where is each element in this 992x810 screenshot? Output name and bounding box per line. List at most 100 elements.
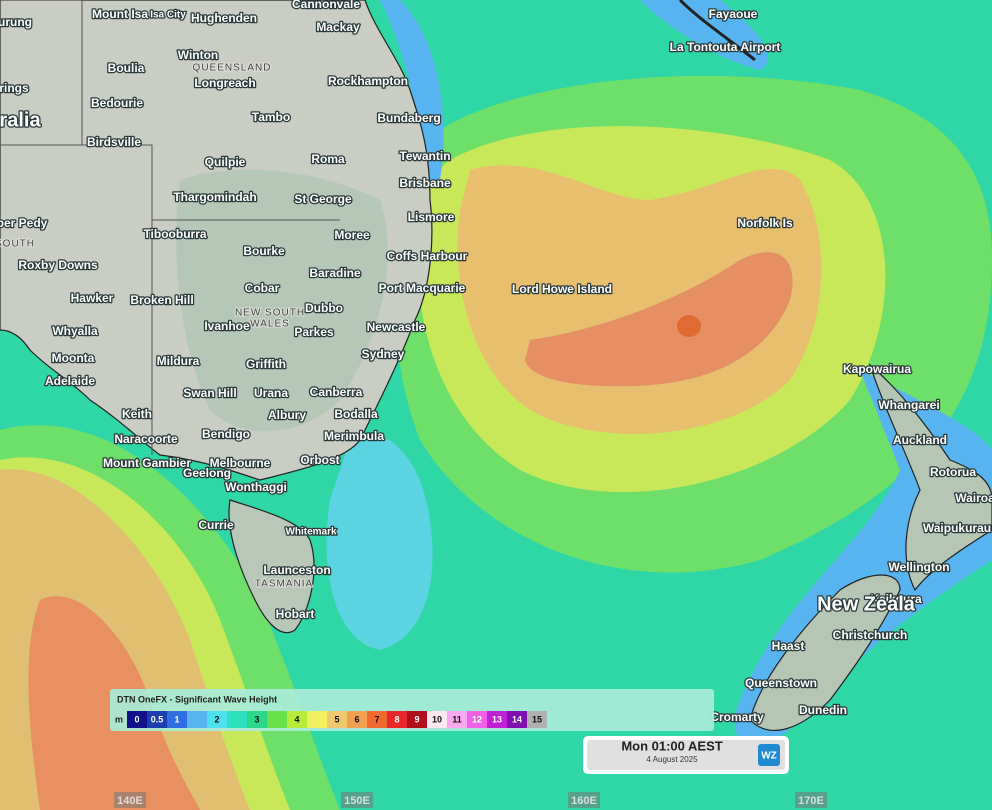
place-label: Mildura — [157, 354, 200, 368]
place-label: Orbost — [300, 453, 339, 467]
place-label: Ivanhoe — [204, 319, 250, 333]
place-label: St George — [294, 192, 352, 206]
place-label: La Tontouta Airport — [670, 40, 781, 54]
place-label: Rotorua — [930, 465, 976, 479]
legend-label: 13 — [492, 714, 502, 724]
logo: WZ — [761, 751, 777, 762]
place-label: Roma — [311, 152, 345, 166]
legend-swatch — [207, 711, 227, 728]
place-label: Hawker — [71, 291, 114, 305]
legend-label: 5 — [334, 714, 339, 724]
legend-label: 0.5 — [151, 714, 164, 724]
legend-swatch — [527, 711, 547, 728]
legend-swatch — [287, 711, 307, 728]
place-label: Cobar — [245, 281, 280, 295]
place-label: Coffs Harbour — [387, 249, 468, 263]
longitude-box — [114, 792, 146, 808]
place-label: Wairoa — [955, 491, 992, 505]
tasmania — [228, 499, 315, 634]
legend-label: 2 — [214, 714, 219, 724]
south-island — [749, 574, 901, 731]
legend-label: 8 — [394, 714, 399, 724]
legend-title: DTN OneFX - Significant Wave Height — [117, 694, 277, 704]
place-label: ber Pedy — [0, 216, 48, 230]
place-label: Dubbo — [305, 301, 343, 315]
time-box: Mon 01:00 AEST 4 August 2025 WZ — [583, 736, 789, 774]
longitude-label: 170E — [798, 795, 824, 807]
place-label: Bendigo — [202, 427, 250, 441]
time-inner — [587, 740, 785, 770]
place-label: Brisbane — [399, 176, 451, 190]
place-label: Wonthaggi — [225, 480, 287, 494]
legend-swatch — [227, 711, 247, 728]
place-label: QUEENSLAND — [193, 63, 272, 74]
longitude-label: 160E — [571, 795, 597, 807]
place-label: Hughenden — [191, 11, 257, 25]
place-label: urung — [0, 15, 32, 29]
place-label: Albury — [268, 408, 306, 422]
place-label: Sydney — [362, 347, 405, 361]
place-label: Whitemark — [285, 527, 337, 538]
place-label: Rockhampton — [328, 74, 408, 88]
legend-label: 6 — [354, 714, 359, 724]
time-date: 4 August 2025 — [646, 755, 698, 764]
legend-swatch — [127, 711, 147, 728]
legend-swatch — [407, 711, 427, 728]
place-label: Griffith — [246, 357, 286, 371]
place-label: Keith — [122, 407, 152, 421]
longitude-box — [568, 792, 600, 808]
legend-swatch — [447, 711, 467, 728]
place-label: Lismore — [408, 210, 455, 224]
place-label: Hobart — [276, 607, 315, 621]
place-label: Auckland — [893, 433, 947, 447]
legend-swatch — [267, 711, 287, 728]
legend: DTN OneFX - Significant Wave Height m 0 0… — [110, 689, 714, 731]
place-label: Boulia — [108, 61, 145, 75]
legend-swatch — [467, 711, 487, 728]
legend-label: 1 — [174, 714, 179, 724]
place-label: Newcastle — [367, 320, 426, 334]
place-label: Moree — [334, 228, 370, 242]
place-label: Cromarty — [710, 710, 764, 724]
place-label: Roxby Downs — [18, 258, 98, 272]
place-label: Baradine — [309, 266, 361, 280]
place-label: Dunedin — [799, 703, 847, 717]
place-label: Melbourne — [210, 456, 271, 470]
legend-label: 0 — [134, 714, 139, 724]
legend-swatch — [387, 711, 407, 728]
place-label: Isa City — [150, 10, 186, 21]
time-label: Mon 01:00 AEST — [621, 738, 722, 753]
legend-swatch — [507, 711, 527, 728]
legend-label: 3 — [254, 714, 259, 724]
logo-box — [758, 744, 780, 766]
legend-label: 4 — [294, 714, 299, 724]
place-label: Longreach — [194, 76, 255, 90]
place-label: Winton — [178, 48, 219, 62]
legend-swatch — [187, 711, 207, 728]
place-label: Wellington — [888, 560, 949, 574]
legend-swatch — [487, 711, 507, 728]
longitude-labels: 140E 150E 160E 170E — [114, 792, 827, 808]
place-label: Lord Howe Island — [512, 282, 612, 296]
place-label: Birdsville — [87, 135, 141, 149]
place-label: Bedourie — [91, 96, 143, 110]
place-label: Christchurch — [833, 628, 908, 642]
legend-swatch — [147, 711, 167, 728]
place-label: Bundaberg — [377, 111, 440, 125]
place-label: SOUTH — [0, 239, 35, 250]
place-label: Thargomindah — [173, 190, 256, 204]
legend-unit: m — [115, 714, 123, 724]
place-label: Mount Gambier — [103, 456, 191, 470]
place-label: Currie — [198, 518, 234, 532]
place-label: Canberra — [310, 385, 363, 399]
place-label: Parkes — [294, 325, 334, 339]
legend-label: 12 — [472, 714, 482, 724]
place-label: Quilpie — [205, 155, 246, 169]
place-label: Mackay — [316, 20, 360, 34]
place-label: ralia — [0, 109, 41, 131]
place-label: Kapowairua — [843, 362, 911, 376]
place-label: Adelaide — [45, 374, 95, 388]
place-label: WALES — [250, 319, 290, 330]
